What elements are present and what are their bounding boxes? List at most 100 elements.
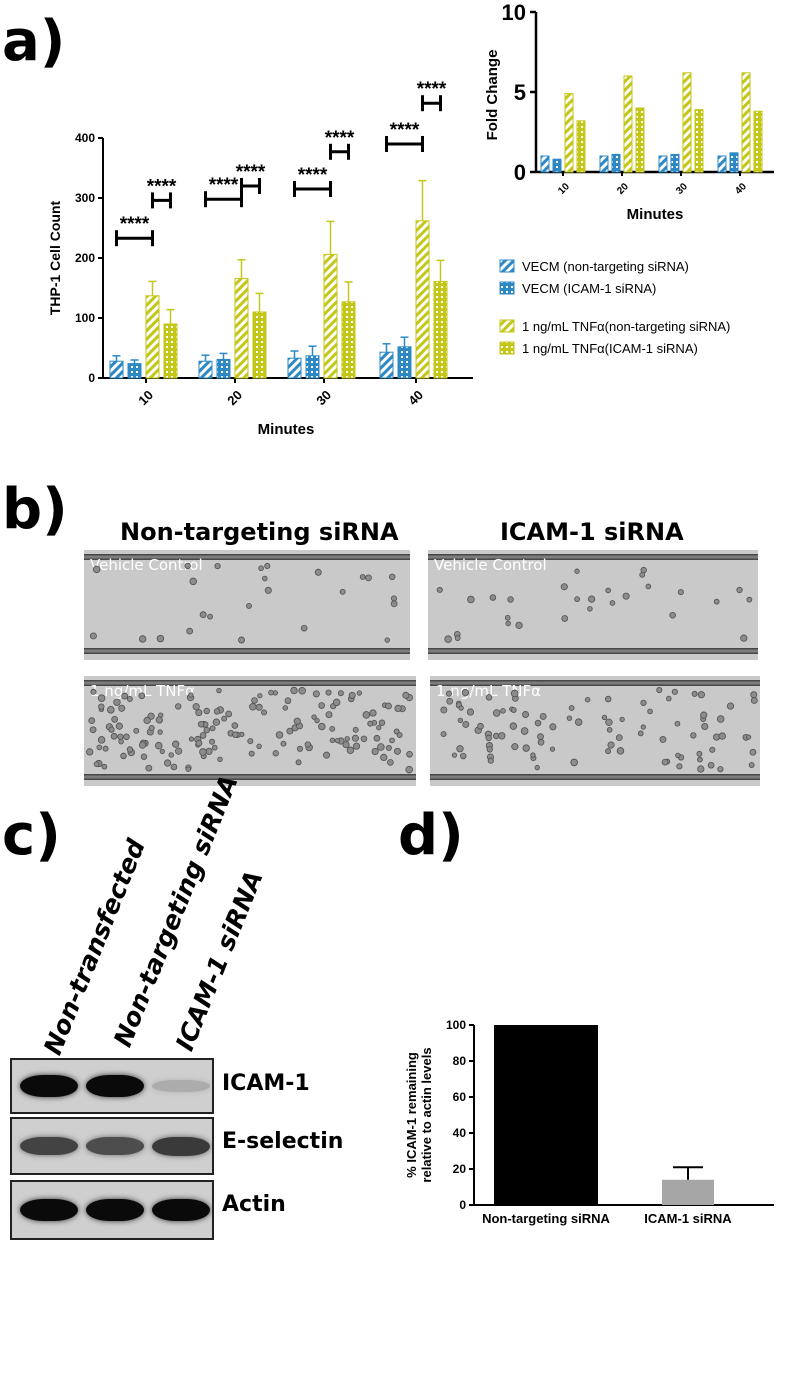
cell	[736, 586, 743, 594]
legend-label: 1 ng/mL TNFα(ICAM-1 siRNA)	[522, 341, 698, 356]
cell	[707, 761, 715, 769]
cell	[329, 737, 336, 744]
cell	[713, 598, 720, 605]
cell	[157, 729, 163, 735]
cell	[256, 743, 262, 749]
cell	[726, 702, 735, 710]
inset-bar	[658, 155, 668, 173]
bar	[433, 280, 448, 379]
inset-bar	[576, 120, 586, 173]
cell	[216, 687, 222, 694]
cell	[93, 761, 100, 768]
cell	[221, 715, 228, 722]
cell	[389, 573, 396, 580]
cell	[115, 722, 123, 730]
cell	[284, 697, 292, 705]
cell	[505, 620, 511, 627]
x-tick-label: 40	[405, 387, 426, 408]
cell	[492, 709, 501, 717]
cell	[377, 743, 385, 751]
cell	[367, 720, 374, 727]
bar	[252, 311, 267, 379]
cell	[606, 727, 613, 733]
chart-d: 0 20 40 60 80 100 % ICAM-1 remainingrelative t…	[404, 1018, 774, 1226]
micrograph-nt-tnf: 1 ng/mL TNFα	[84, 676, 416, 786]
micrograph-nt-vehicle: Vehicle Control	[84, 550, 410, 660]
inset-y-tick-label: 5	[514, 80, 526, 105]
cell	[389, 737, 395, 744]
cell	[622, 592, 630, 600]
cell	[145, 764, 153, 772]
cell	[461, 689, 469, 697]
cell	[511, 743, 519, 751]
cell	[139, 635, 147, 643]
inset-bar	[729, 152, 739, 173]
inset-bar	[623, 75, 633, 173]
cell	[615, 734, 623, 742]
cell	[258, 565, 264, 572]
y-tick-label: 100	[75, 311, 95, 325]
cell	[168, 752, 174, 758]
cell	[348, 691, 356, 699]
cell	[118, 738, 124, 745]
cell	[199, 748, 207, 756]
bar	[127, 363, 142, 379]
d-x-tick-label: Non-targeting siRNA	[482, 1211, 610, 1226]
cell	[207, 613, 213, 620]
micrograph-label: Vehicle Control	[434, 556, 547, 574]
cell	[246, 602, 252, 609]
cell	[745, 734, 752, 740]
cell	[329, 725, 336, 732]
cell	[402, 691, 410, 699]
cell	[212, 718, 221, 726]
cell	[351, 734, 359, 742]
cell	[659, 735, 667, 743]
cell	[174, 703, 182, 710]
cell	[440, 731, 447, 738]
cell	[574, 596, 581, 603]
cell	[750, 697, 758, 704]
cell	[356, 690, 363, 696]
cell	[199, 611, 207, 619]
cell	[108, 726, 115, 733]
panel-label-c: c)	[2, 803, 61, 868]
cell	[184, 562, 191, 570]
x-tick-label: 30	[313, 387, 334, 408]
cell	[318, 722, 326, 731]
cell	[304, 741, 311, 748]
cell	[268, 689, 274, 696]
cell	[189, 577, 197, 586]
d-y-tick-label: 60	[453, 1090, 467, 1104]
micrograph-label: 1 ng/mL TNFα	[90, 682, 196, 700]
cell	[457, 717, 464, 724]
cell	[534, 719, 542, 727]
cell	[666, 695, 672, 702]
cell	[645, 583, 652, 590]
cell	[311, 714, 317, 720]
cell	[675, 752, 681, 759]
cell	[477, 722, 484, 730]
blot-icam1	[10, 1058, 214, 1114]
cell	[154, 741, 163, 750]
cell	[549, 723, 557, 731]
cell	[486, 746, 493, 753]
d-y-tick-label: 40	[453, 1126, 467, 1140]
cell	[113, 698, 121, 706]
cell	[156, 634, 165, 643]
cell	[163, 759, 172, 767]
cell	[460, 752, 467, 760]
cell	[393, 747, 401, 755]
bar	[287, 357, 302, 379]
inset-bar	[753, 110, 763, 173]
significance-label: ****	[236, 162, 266, 183]
inset-bar	[564, 93, 574, 173]
cell	[318, 702, 325, 709]
cell	[376, 725, 382, 731]
cell	[264, 586, 272, 594]
cell	[507, 596, 514, 603]
cell	[275, 731, 284, 739]
blot-band	[86, 1199, 144, 1221]
panel-label-b: b)	[2, 477, 68, 542]
cell	[498, 732, 506, 740]
legend-label: 1 ng/mL TNFα(non-targeting siRNA)	[522, 319, 730, 334]
